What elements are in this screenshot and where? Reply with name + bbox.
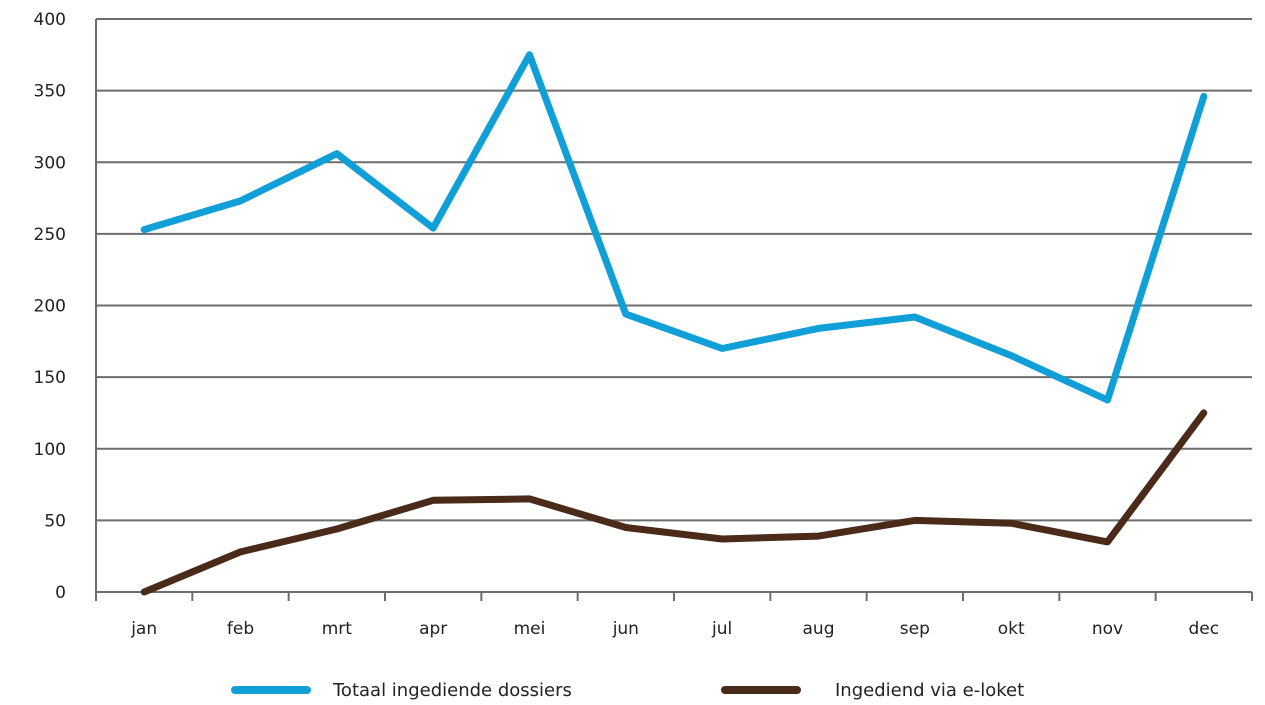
series-line-eloket: [140, 409, 1208, 596]
x-tick-label: okt: [998, 619, 1025, 639]
x-tick-label: feb: [227, 619, 254, 639]
legend-label-totaal: Totaal ingediende dossiers: [332, 680, 572, 701]
legend-label-eloket: Ingediend via e-loket: [835, 680, 1024, 701]
axes: [95, 19, 1253, 601]
x-tick-label: mrt: [322, 619, 353, 639]
series-line-totaal: [140, 51, 1208, 404]
y-tick-label: 150: [34, 368, 66, 388]
legend-item-totaal: Totaal ingediende dossiers: [231, 680, 572, 701]
x-tick-label: dec: [1189, 619, 1220, 639]
x-tick-label: aug: [803, 619, 835, 639]
y-tick-label: 0: [55, 583, 66, 603]
y-tick-label: 50: [44, 511, 66, 531]
legend: Totaal ingediende dossiers Ingediend via…: [231, 680, 1024, 701]
legend-item-eloket: Ingediend via e-loket: [721, 680, 1024, 701]
grid-lines: [96, 18, 1252, 522]
y-tick-label: 100: [34, 440, 66, 460]
y-tick-label: 400: [34, 10, 66, 30]
x-tick-label: jan: [130, 619, 157, 639]
x-tick-label: nov: [1092, 619, 1123, 639]
x-tick-label: jul: [711, 619, 732, 639]
y-tick-label: 300: [34, 153, 66, 173]
series-lines: [140, 51, 1208, 596]
x-tick-label: sep: [900, 619, 930, 639]
x-tick-labels: jan feb mrt apr mei jun jul aug sep okt nov dec: [130, 619, 1219, 639]
y-tick-label: 200: [34, 297, 66, 317]
y-tick-label: 250: [34, 225, 66, 245]
x-tick-label: jun: [612, 619, 639, 639]
x-tick-label: apr: [419, 619, 447, 639]
x-tick-label: mei: [514, 619, 546, 639]
y-tick-labels: 0 50 100 150 200 250 300 350 400: [34, 10, 66, 603]
y-tick-label: 350: [34, 82, 66, 102]
